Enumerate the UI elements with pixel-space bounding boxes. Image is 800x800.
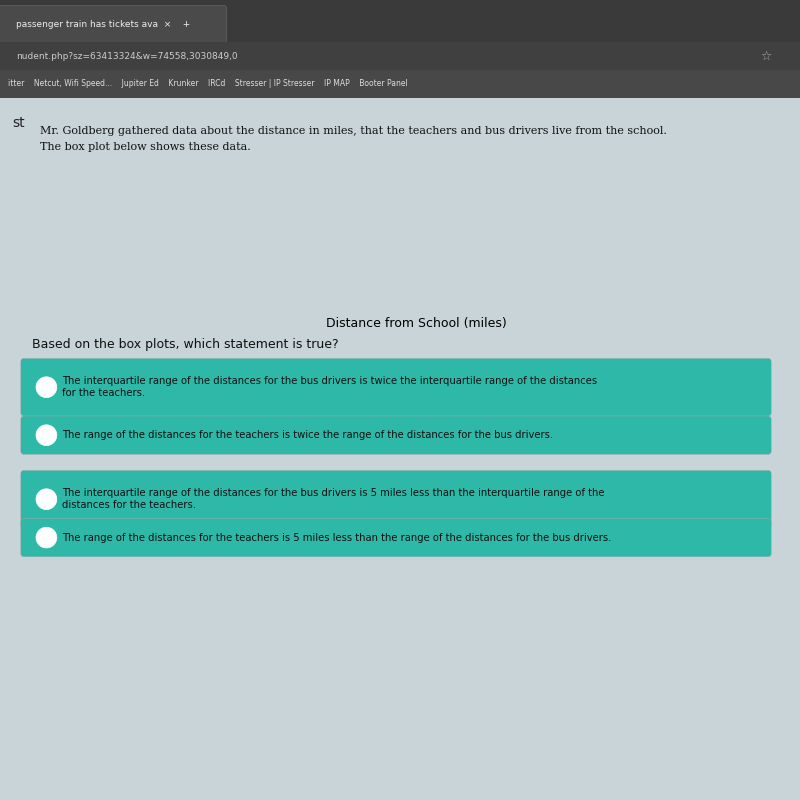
Text: nudent.php?sz=63413324&w=74558,3030849,0: nudent.php?sz=63413324&w=74558,3030849,0 — [16, 52, 238, 62]
Text: The interquartile range of the distances for the bus drivers is twice the interq: The interquartile range of the distances… — [62, 376, 598, 398]
Text: 25: 25 — [487, 330, 502, 339]
Text: 10: 10 — [279, 330, 294, 339]
Text: The box plot below shows these data.: The box plot below shows these data. — [40, 142, 250, 153]
Text: Based on the box plots, which statement is true?: Based on the box plots, which statement … — [32, 338, 338, 350]
Title: DISTANCE FROM THE SCHOOL: DISTANCE FROM THE SCHOOL — [293, 138, 571, 156]
Text: Mr. Goldberg gathered data about the distance in miles, that the teachers and bu: Mr. Goldberg gathered data about the dis… — [40, 126, 667, 135]
Text: 5: 5 — [214, 330, 221, 339]
Text: The range of the distances for the teachers is twice the range of the distances : The range of the distances for the teach… — [62, 430, 554, 440]
Text: Bus Drivers: Bus Drivers — [55, 201, 127, 214]
Text: Teachers: Teachers — [71, 262, 127, 275]
Text: The interquartile range of the distances for the bus drivers is 5 miles less tha: The interquartile range of the distances… — [62, 488, 605, 510]
Text: The range of the distances for the teachers is 5 miles less than the range of th: The range of the distances for the teach… — [62, 533, 612, 542]
Text: 40: 40 — [695, 330, 710, 339]
Text: passenger train has tickets ava  ×    +: passenger train has tickets ava × + — [16, 20, 190, 30]
Bar — [286, 194, 425, 222]
Text: st: st — [12, 116, 25, 130]
Text: 0: 0 — [144, 330, 151, 339]
Text: Distance from School (miles): Distance from School (miles) — [326, 317, 506, 330]
Text: ☆: ☆ — [760, 50, 771, 63]
Text: 15: 15 — [349, 330, 362, 339]
Text: 35: 35 — [626, 330, 640, 339]
Text: 30: 30 — [557, 330, 570, 339]
Text: 20: 20 — [418, 330, 432, 339]
Bar — [356, 254, 522, 282]
Text: itter    Netcut, Wifi Speed...    Jupiter Ed    Krunker    IRCd    Stresser | IP: itter Netcut, Wifi Speed... Jupiter Ed K… — [8, 79, 408, 89]
